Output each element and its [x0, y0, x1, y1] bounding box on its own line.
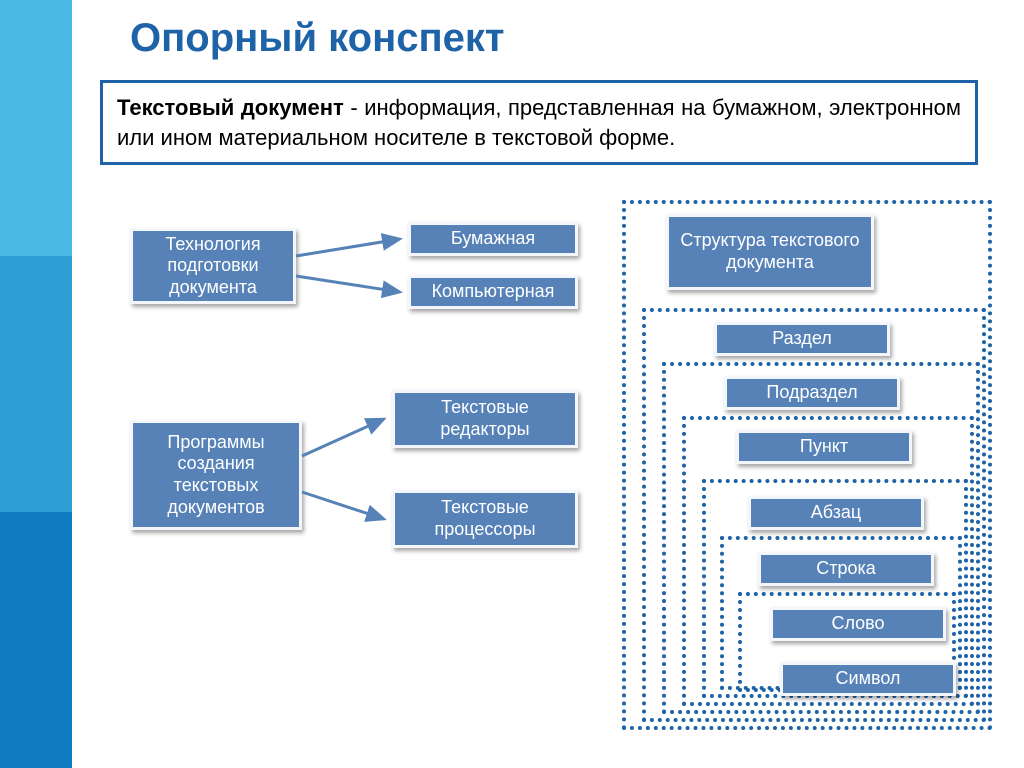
definition-term: Текстовый документ: [117, 95, 344, 120]
band-seg-3: [0, 512, 72, 768]
node-tech: Технология подготовки документа: [130, 228, 296, 304]
node-subsection: Подраздел: [724, 376, 900, 410]
node-structure: Структура текстового документа: [666, 214, 874, 290]
node-processors: Текстовые процессоры: [392, 490, 578, 548]
definition-box: Текстовый документ - информация, предста…: [100, 80, 978, 165]
node-programs: Программы создания текстовых документов: [130, 420, 302, 530]
node-item: Пункт: [736, 430, 912, 464]
arrow-3: [302, 492, 384, 519]
node-symbol: Символ: [780, 662, 956, 696]
node-line: Строка: [758, 552, 934, 586]
left-color-band: [0, 0, 72, 768]
band-seg-1: [0, 0, 72, 256]
page-title: Опорный конспект: [130, 16, 505, 61]
band-seg-2: [0, 256, 72, 512]
node-section: Раздел: [714, 322, 890, 356]
node-paragraph: Абзац: [748, 496, 924, 530]
arrow-2: [302, 419, 384, 456]
arrow-1: [296, 276, 400, 292]
node-word: Слово: [770, 607, 946, 641]
node-paper: Бумажная: [408, 222, 578, 256]
node-computer: Компьютерная: [408, 275, 578, 309]
node-editors: Текстовые редакторы: [392, 390, 578, 448]
arrow-0: [296, 239, 400, 256]
